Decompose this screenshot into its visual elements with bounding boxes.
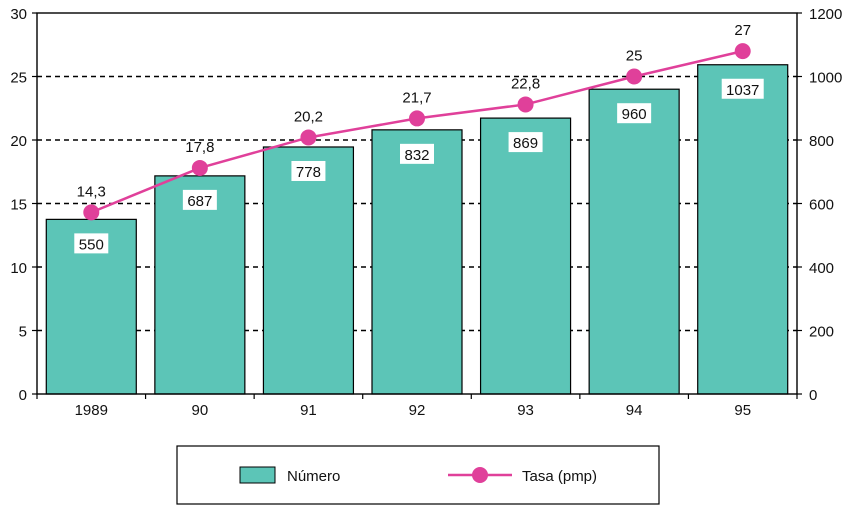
- axis-ticks: 0 5 10 15 20 25 30 0 200 400 600 800 1000 1200 1989 90 9…: [10, 6, 842, 419]
- bar-value-label-bg: [400, 143, 434, 164]
- bar-value-label-bg: [291, 160, 326, 181]
- bar-value-label: 960: [622, 106, 647, 123]
- bar-numero: [479, 117, 572, 395]
- bar-value-label: 778: [296, 164, 321, 181]
- point-tasa: [734, 43, 751, 60]
- bar-value-label: 1037: [726, 82, 759, 99]
- x-axis-tick-label: 90: [192, 402, 209, 419]
- legend-label-numero: Número: [287, 468, 340, 485]
- x-axis-tick-label: 91: [300, 402, 317, 419]
- bar-value-label: 550: [79, 236, 104, 253]
- bar-value-label-bg: [617, 103, 652, 124]
- line-value-label: 17,8: [185, 139, 214, 156]
- legend: Número Tasa (pmp): [176, 445, 660, 505]
- bar-numero: [588, 88, 680, 395]
- right-axis-tick-label: 0: [809, 387, 817, 404]
- legend-swatch-tasa-marker: [472, 467, 488, 483]
- bar-value-label-bg: [721, 78, 764, 99]
- left-axis-tick-label: 5: [19, 324, 27, 341]
- left-axis-tick-label: 25: [10, 70, 27, 87]
- point-tasa: [409, 110, 425, 127]
- right-axis-tick-label: 800: [809, 133, 834, 150]
- left-axis-tick-label: 15: [10, 197, 27, 214]
- right-axis-tick-label: 1200: [809, 6, 842, 23]
- line-value-label: 22,8: [511, 75, 540, 92]
- left-axis-tick-label: 10: [10, 260, 27, 277]
- line-value-label: 25: [626, 48, 643, 65]
- right-axis-tick-label: 600: [809, 197, 834, 214]
- bar-numero: [371, 129, 463, 395]
- x-axis-tick-label: 94: [626, 402, 643, 419]
- bar-numero: [262, 146, 355, 395]
- right-axis-tick-label: 400: [809, 260, 834, 277]
- x-axis-tick-label: 95: [734, 402, 751, 419]
- point-tasa: [517, 96, 534, 113]
- x-axis-tick-label: 92: [409, 402, 426, 419]
- line-value-label: 27: [734, 22, 751, 39]
- point-tasa: [191, 159, 208, 176]
- left-axis-tick-label: 20: [10, 133, 27, 150]
- legend-swatch-numero: [239, 466, 276, 484]
- bar-value-label-bg: [74, 233, 109, 254]
- left-axis-tick-label: 30: [10, 6, 27, 23]
- right-axis-tick-label: 1000: [809, 70, 842, 87]
- x-axis-tick-label: 93: [517, 402, 534, 419]
- bar-numero: [697, 64, 789, 395]
- bar-value-label-bg: [182, 189, 217, 210]
- right-axis-tick-label: 200: [809, 324, 834, 341]
- bar-value-label: 869: [513, 135, 538, 152]
- bar-value-label: 832: [404, 147, 429, 164]
- legend-label-tasa: Tasa (pmp): [522, 468, 597, 485]
- bars: [45, 64, 789, 395]
- bar-value-label-bg: [508, 132, 543, 153]
- line-value-label: 21,7: [402, 89, 431, 106]
- data-labels: 550 687 778 832 869 960 1037 14,3 17,8 20,2 21,7 22…: [74, 22, 764, 254]
- bar-value-label: 687: [187, 193, 212, 210]
- x-axis-tick-label: 1989: [75, 402, 108, 419]
- point-tasa: [83, 204, 100, 221]
- point-tasa: [626, 68, 643, 85]
- left-axis-tick-label: 0: [19, 387, 27, 404]
- rate-line: [83, 43, 751, 221]
- line-value-label: 14,3: [77, 183, 106, 200]
- point-tasa: [300, 129, 317, 146]
- line-value-label: 20,2: [294, 108, 323, 125]
